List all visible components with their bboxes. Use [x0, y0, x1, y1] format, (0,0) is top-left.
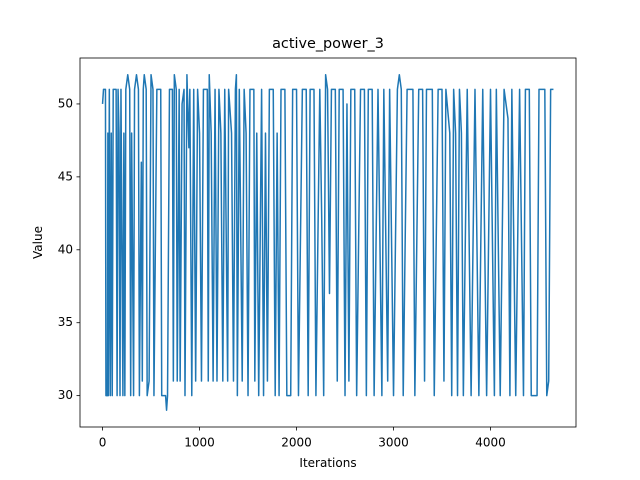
x-tick-label: 2000 — [281, 436, 312, 450]
x-tick-label: 0 — [99, 436, 107, 450]
y-axis-label: Value — [31, 226, 45, 259]
y-tick-label: 35 — [58, 315, 73, 329]
x-tick-label: 4000 — [475, 436, 506, 450]
y-tick-label: 40 — [58, 242, 73, 256]
chart-title: active_power_3 — [272, 36, 384, 52]
plot-frame — [79, 57, 577, 428]
data-line — [101, 74, 554, 411]
y-tick-label: 30 — [58, 388, 73, 402]
x-axis-label: Iterations — [299, 456, 356, 470]
y-tick-label: 50 — [58, 96, 73, 110]
x-tick-label: 1000 — [184, 436, 215, 450]
x-tick-label: 3000 — [378, 436, 409, 450]
y-tick-label: 45 — [58, 169, 73, 183]
